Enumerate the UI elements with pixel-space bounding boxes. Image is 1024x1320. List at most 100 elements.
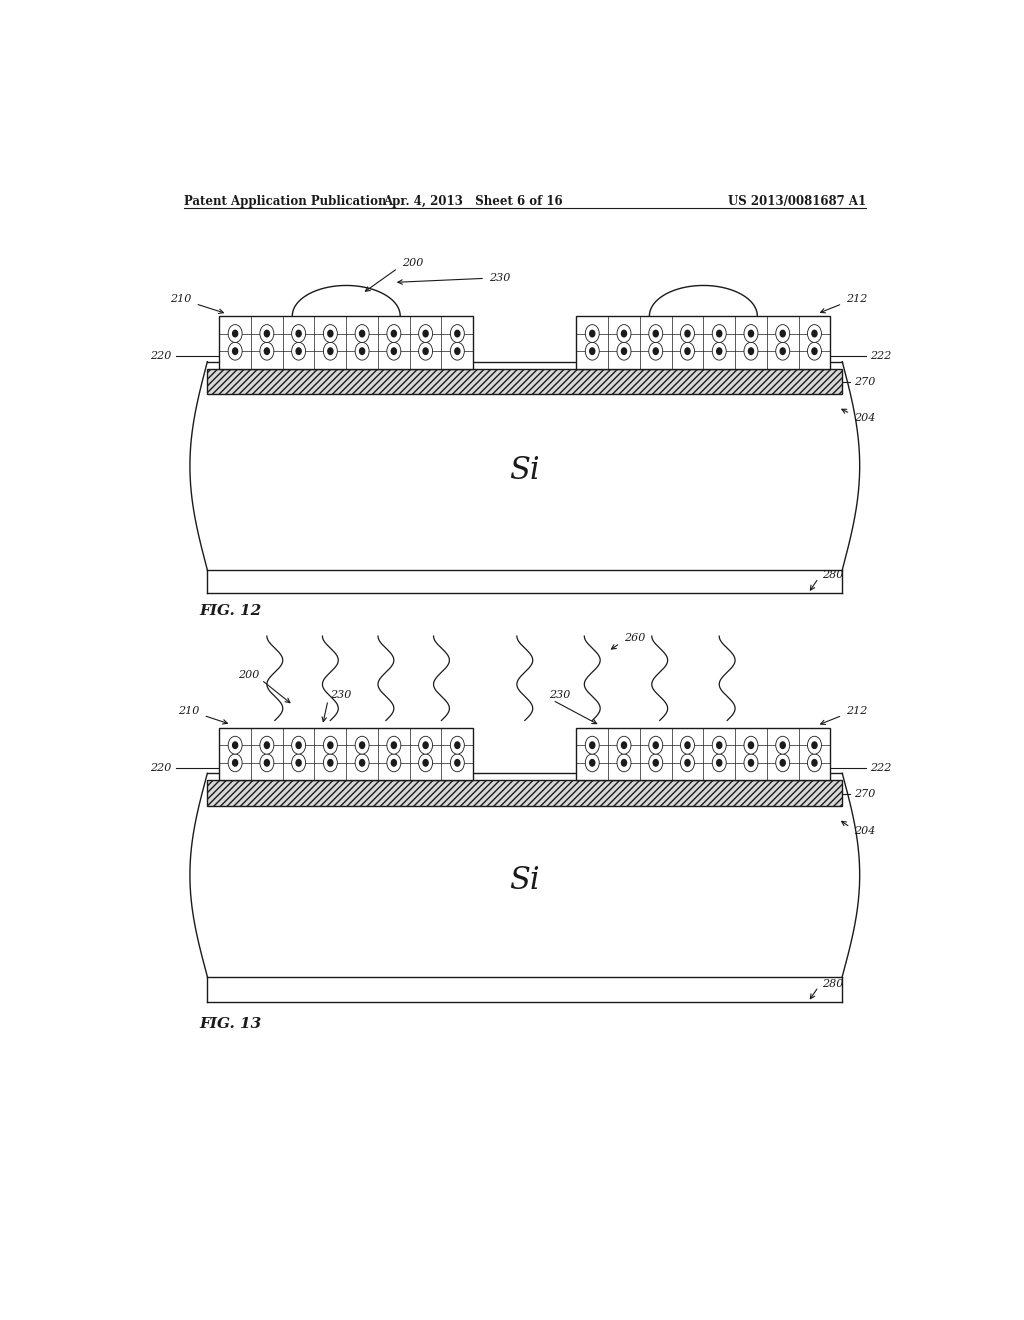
Circle shape — [717, 330, 722, 337]
Circle shape — [391, 348, 396, 355]
Circle shape — [419, 325, 432, 342]
Circle shape — [387, 754, 400, 772]
Circle shape — [264, 742, 269, 748]
Circle shape — [780, 759, 785, 766]
Text: US 2013/0081687 A1: US 2013/0081687 A1 — [728, 194, 866, 207]
Circle shape — [617, 325, 631, 342]
Circle shape — [260, 342, 273, 360]
Circle shape — [292, 737, 305, 754]
Circle shape — [713, 325, 726, 342]
Circle shape — [324, 737, 337, 754]
Circle shape — [617, 754, 631, 772]
Circle shape — [264, 330, 269, 337]
Text: 260: 260 — [624, 634, 645, 643]
Circle shape — [264, 759, 269, 766]
Text: 280: 280 — [822, 978, 844, 989]
Text: 204: 204 — [854, 413, 876, 422]
Circle shape — [749, 759, 754, 766]
Circle shape — [359, 330, 365, 337]
Circle shape — [590, 330, 595, 337]
Circle shape — [228, 754, 242, 772]
Circle shape — [681, 342, 694, 360]
Circle shape — [685, 759, 690, 766]
Circle shape — [713, 342, 726, 360]
Circle shape — [451, 754, 464, 772]
Circle shape — [355, 737, 369, 754]
Circle shape — [391, 330, 396, 337]
Circle shape — [292, 325, 305, 342]
Circle shape — [685, 742, 690, 748]
Text: Si: Si — [510, 455, 540, 486]
Circle shape — [586, 754, 599, 772]
Circle shape — [622, 742, 627, 748]
Circle shape — [451, 325, 464, 342]
Text: 210: 210 — [178, 706, 200, 717]
Text: 222: 222 — [870, 351, 891, 360]
Circle shape — [586, 342, 599, 360]
Bar — [577, 727, 830, 780]
Circle shape — [622, 330, 627, 337]
Circle shape — [260, 737, 273, 754]
Circle shape — [713, 737, 726, 754]
Circle shape — [590, 759, 595, 766]
Circle shape — [359, 348, 365, 355]
Circle shape — [590, 742, 595, 748]
Circle shape — [292, 754, 305, 772]
Circle shape — [744, 754, 758, 772]
Circle shape — [355, 342, 369, 360]
Circle shape — [808, 342, 821, 360]
Text: 204: 204 — [854, 826, 876, 837]
Circle shape — [296, 759, 301, 766]
Circle shape — [653, 742, 658, 748]
Circle shape — [387, 342, 400, 360]
Circle shape — [260, 754, 273, 772]
Circle shape — [653, 330, 658, 337]
Circle shape — [653, 759, 658, 766]
Circle shape — [776, 737, 790, 754]
Circle shape — [328, 348, 333, 355]
Text: 270: 270 — [854, 788, 876, 799]
Circle shape — [328, 330, 333, 337]
Circle shape — [808, 737, 821, 754]
Circle shape — [455, 330, 460, 337]
Circle shape — [296, 348, 301, 355]
Circle shape — [419, 754, 432, 772]
Circle shape — [586, 737, 599, 754]
Circle shape — [749, 330, 754, 337]
Circle shape — [328, 742, 333, 748]
Circle shape — [780, 348, 785, 355]
Text: 230: 230 — [331, 690, 351, 700]
Circle shape — [264, 348, 269, 355]
Circle shape — [681, 737, 694, 754]
Text: FIG. 13: FIG. 13 — [200, 1018, 262, 1031]
Circle shape — [622, 759, 627, 766]
Circle shape — [780, 330, 785, 337]
Circle shape — [776, 325, 790, 342]
Circle shape — [617, 342, 631, 360]
Circle shape — [228, 342, 242, 360]
Text: 220: 220 — [151, 763, 172, 774]
Circle shape — [328, 759, 333, 766]
Text: 230: 230 — [489, 273, 510, 284]
Circle shape — [744, 342, 758, 360]
Circle shape — [812, 348, 817, 355]
Circle shape — [717, 742, 722, 748]
Circle shape — [649, 737, 663, 754]
Circle shape — [744, 737, 758, 754]
Circle shape — [717, 348, 722, 355]
Text: 210: 210 — [170, 293, 191, 304]
Circle shape — [649, 754, 663, 772]
Circle shape — [808, 754, 821, 772]
Circle shape — [749, 348, 754, 355]
Circle shape — [324, 325, 337, 342]
Circle shape — [355, 325, 369, 342]
Text: 200: 200 — [401, 259, 423, 268]
Circle shape — [232, 759, 238, 766]
Circle shape — [812, 742, 817, 748]
Circle shape — [232, 742, 238, 748]
Circle shape — [296, 742, 301, 748]
Text: 220: 220 — [151, 351, 172, 360]
Circle shape — [681, 325, 694, 342]
Circle shape — [451, 342, 464, 360]
Circle shape — [653, 348, 658, 355]
